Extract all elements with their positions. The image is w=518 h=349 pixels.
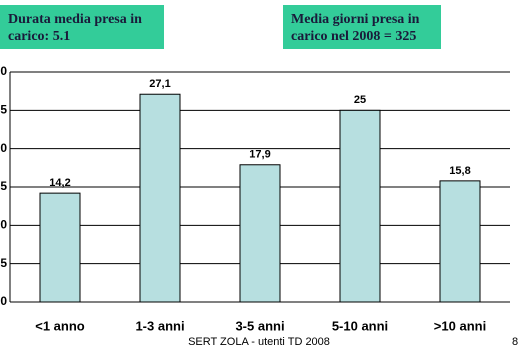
bar bbox=[439, 180, 481, 303]
bar bbox=[239, 164, 281, 303]
bar bbox=[339, 109, 381, 303]
value-label: 17,9 bbox=[249, 149, 270, 161]
bar bbox=[139, 93, 181, 303]
y-tick-label: 0 bbox=[0, 294, 7, 308]
x-tick-label: <1 anno bbox=[35, 318, 85, 333]
annotation-box: Durata media presa in carico: 5.1 bbox=[0, 5, 164, 49]
value-label: 25 bbox=[354, 94, 366, 106]
value-label: 27,1 bbox=[149, 78, 170, 90]
value-label: 15,8 bbox=[449, 165, 470, 177]
page-number: 8 bbox=[512, 336, 518, 348]
y-tick-label: 15 bbox=[0, 179, 7, 193]
x-tick-label: >10 anni bbox=[434, 318, 486, 333]
y-tick-label: 20 bbox=[0, 141, 7, 155]
y-tick-label: 10 bbox=[0, 218, 7, 232]
x-tick-label: 1-3 anni bbox=[135, 318, 184, 333]
annotation-box: Media giorni presa in carico nel 2008 = … bbox=[283, 5, 441, 49]
y-tick-label: 5 bbox=[0, 256, 7, 270]
y-tick-label: 30 bbox=[0, 64, 7, 78]
bar bbox=[39, 192, 81, 303]
x-tick-label: 5-10 anni bbox=[332, 318, 388, 333]
value-label: 14,2 bbox=[49, 177, 70, 189]
footer: SERT ZOLA - utenti TD 2008 bbox=[188, 336, 330, 348]
y-tick-label: 25 bbox=[0, 103, 7, 117]
x-tick-label: 3-5 anni bbox=[235, 318, 284, 333]
